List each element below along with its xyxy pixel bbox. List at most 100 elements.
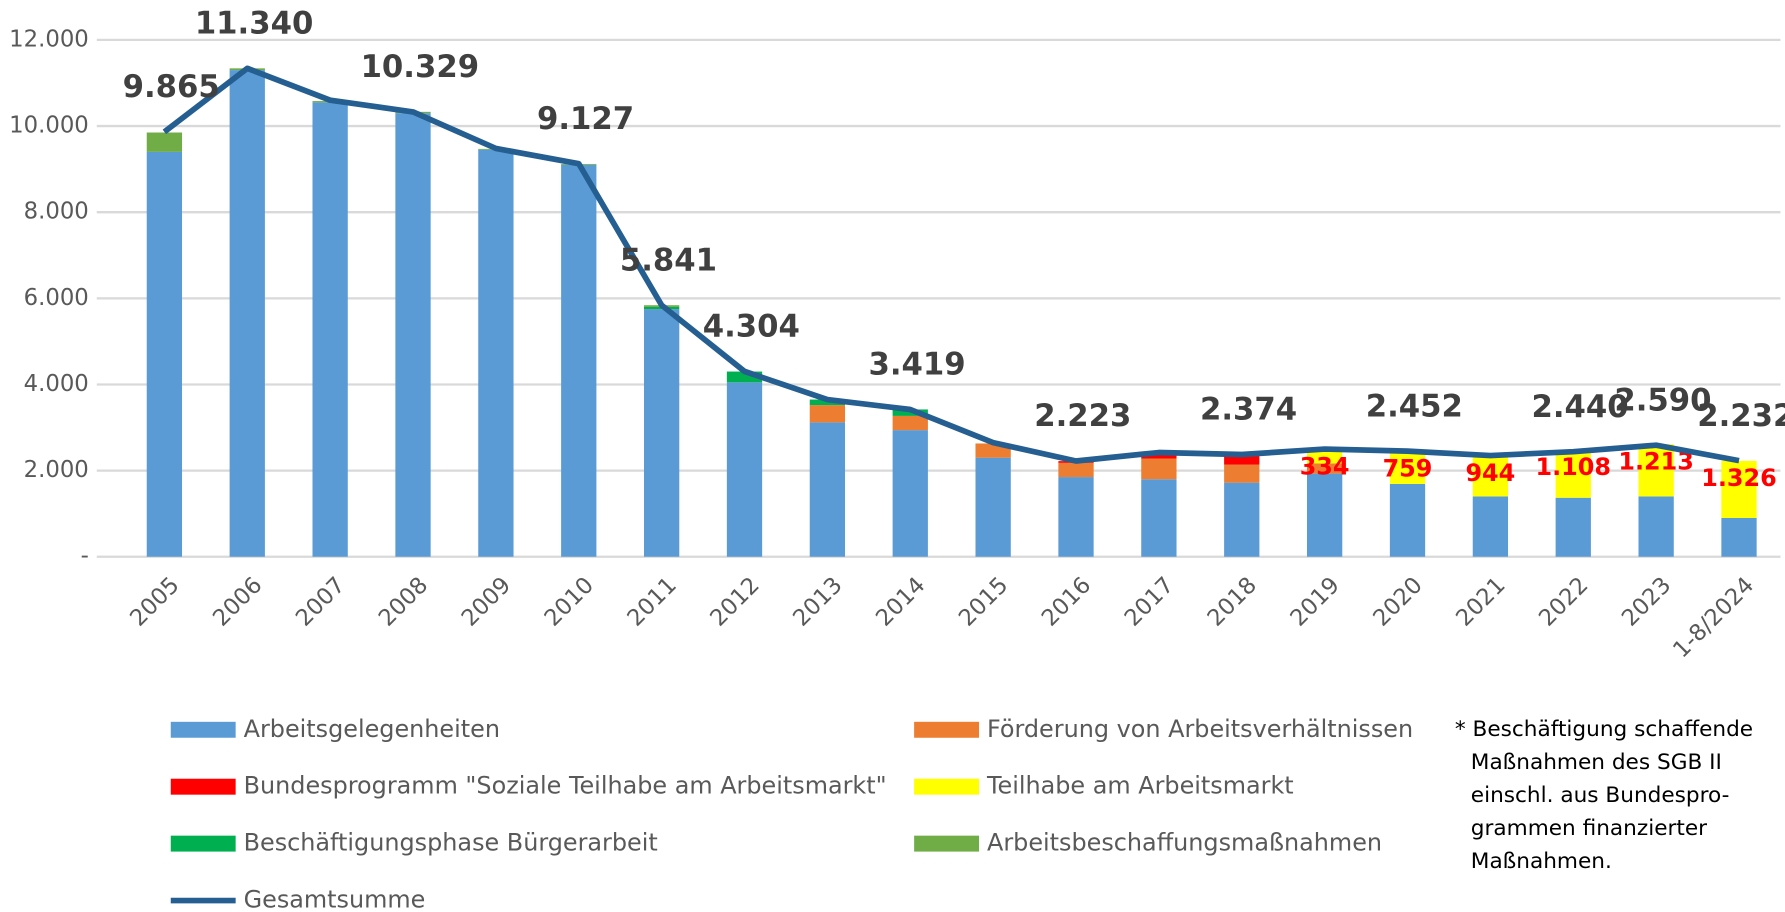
- legend-label: Arbeitsbeschaffungsmaßnahmen: [987, 829, 1382, 857]
- x-tick-label: 2010: [540, 572, 599, 631]
- total-label: 5.841: [620, 242, 717, 278]
- bar-segment: [1389, 483, 1426, 557]
- segment-label: 944: [1465, 459, 1515, 487]
- bar-segment: [1472, 455, 1509, 497]
- legend-swatch: [914, 778, 980, 795]
- legend-swatch: [914, 721, 980, 738]
- bar-segment: [1721, 460, 1757, 518]
- y-tick-label: 4.000: [24, 371, 89, 397]
- bar-segment: [1721, 517, 1757, 557]
- bar-segment: [146, 132, 183, 152]
- bar-segment: [1555, 450, 1591, 498]
- x-tick-label: 2013: [788, 572, 847, 631]
- bar-segment: [1058, 462, 1094, 478]
- x-tick-label: 2005: [125, 572, 184, 631]
- bar-segment: [1141, 479, 1177, 557]
- total-label: 2.223: [1034, 398, 1131, 434]
- total-label: 11.340: [195, 6, 314, 42]
- y-tick-label: 2.000: [24, 457, 89, 483]
- legend-label: Bundesprogramm "Soziale Teilhabe am Arbe…: [244, 772, 887, 800]
- total-label: 9.127: [537, 101, 634, 137]
- x-tick-label: 2007: [291, 572, 350, 631]
- total-label: 2.374: [1200, 392, 1297, 428]
- bar-segment: [1389, 451, 1426, 484]
- bar-segment: [1555, 497, 1591, 557]
- bar-segment: [312, 102, 348, 557]
- legend-swatch: [170, 835, 236, 852]
- x-tick-label: 1-8/2024: [1668, 572, 1759, 663]
- bar-segment: [726, 371, 763, 383]
- x-tick-label: 2006: [208, 572, 267, 631]
- x-tick-label: 2022: [1534, 572, 1593, 631]
- segment-label: 1.326: [1701, 464, 1777, 492]
- x-tick-label: 2019: [1286, 572, 1345, 631]
- total-label: 3.419: [869, 347, 966, 383]
- legend-swatch: [170, 778, 236, 795]
- bar-segment: [726, 382, 763, 557]
- x-tick-label: 2008: [374, 572, 433, 631]
- bar-segment: [1306, 463, 1343, 474]
- total-label: 9.865: [123, 69, 220, 105]
- x-tick-label: 2014: [871, 572, 930, 631]
- legend-label: Teilhabe am Arbeitsmarkt: [986, 772, 1294, 800]
- bar-segment: [809, 405, 846, 423]
- total-label: 2.452: [1366, 388, 1463, 424]
- bar-segment: [395, 113, 431, 557]
- legend-label: Arbeitsgelegenheiten: [244, 715, 500, 743]
- note: * Beschäftigung schaffende: [1455, 717, 1753, 742]
- bar-segment: [1141, 458, 1177, 480]
- bar-segment: [809, 422, 846, 557]
- segment-label: 759: [1383, 454, 1433, 482]
- note: grammen finanzierter: [1471, 816, 1707, 841]
- bar-segment: [1224, 482, 1260, 557]
- y-tick-label: 8.000: [24, 199, 89, 225]
- bar-segment: [1306, 473, 1343, 557]
- x-tick-label: 2018: [1203, 572, 1262, 631]
- legend-label: Gesamtsumme: [244, 886, 426, 912]
- bar-segment: [643, 309, 680, 557]
- bar-segment: [1472, 496, 1509, 557]
- bar-segment: [1638, 444, 1674, 497]
- total-label: 2.590: [1614, 382, 1711, 418]
- bar-segment: [1058, 477, 1094, 557]
- x-tick-label: 2017: [1120, 572, 1179, 631]
- bar-segment: [146, 151, 183, 557]
- total-label: 2.440: [1532, 389, 1629, 425]
- y-tick-label: 6.000: [24, 285, 89, 311]
- legend-label: Beschäftigungsphase Bürgerarbeit: [244, 829, 658, 857]
- bar-segment: [1638, 496, 1674, 557]
- legend-swatch: [170, 721, 236, 738]
- bar-segment: [561, 164, 597, 557]
- y-tick-label: -: [81, 543, 89, 569]
- bar-segment: [892, 430, 928, 557]
- bar-segment: [229, 70, 265, 557]
- note: Maßnahmen.: [1471, 849, 1612, 874]
- bar-segment: [1141, 452, 1177, 459]
- note: Maßnahmen des SGB II: [1471, 750, 1722, 775]
- legend-label: Förderung von Arbeitsverhältnissen: [987, 715, 1413, 743]
- x-tick-label: 2016: [1037, 572, 1096, 631]
- total-line: [162, 65, 1740, 464]
- x-tick-label: 2015: [954, 572, 1013, 631]
- bar-segment: [892, 415, 928, 431]
- bar-segment: [1224, 464, 1260, 483]
- x-tick-label: 2012: [705, 572, 764, 631]
- segment-label: 1.108: [1535, 453, 1611, 481]
- bar-segment: [1224, 454, 1260, 465]
- note: einschl. aus Bundespro-: [1471, 783, 1730, 808]
- total-label: 4.304: [703, 309, 800, 345]
- x-tick-label: 2023: [1617, 572, 1676, 631]
- bar-segment: [478, 149, 514, 557]
- x-tick-label: 2020: [1368, 572, 1427, 631]
- total-label: 2.232: [1697, 398, 1785, 434]
- x-tick-label: 2009: [457, 572, 516, 631]
- total-label: 10.329: [361, 49, 480, 85]
- bar-segment: [975, 457, 1011, 557]
- y-tick-label: 10.000: [9, 113, 89, 139]
- x-tick-label: 2011: [623, 572, 682, 631]
- y-tick-label: 12.000: [9, 26, 89, 52]
- bar-segment: [892, 409, 928, 416]
- x-tick-label: 2021: [1451, 572, 1510, 631]
